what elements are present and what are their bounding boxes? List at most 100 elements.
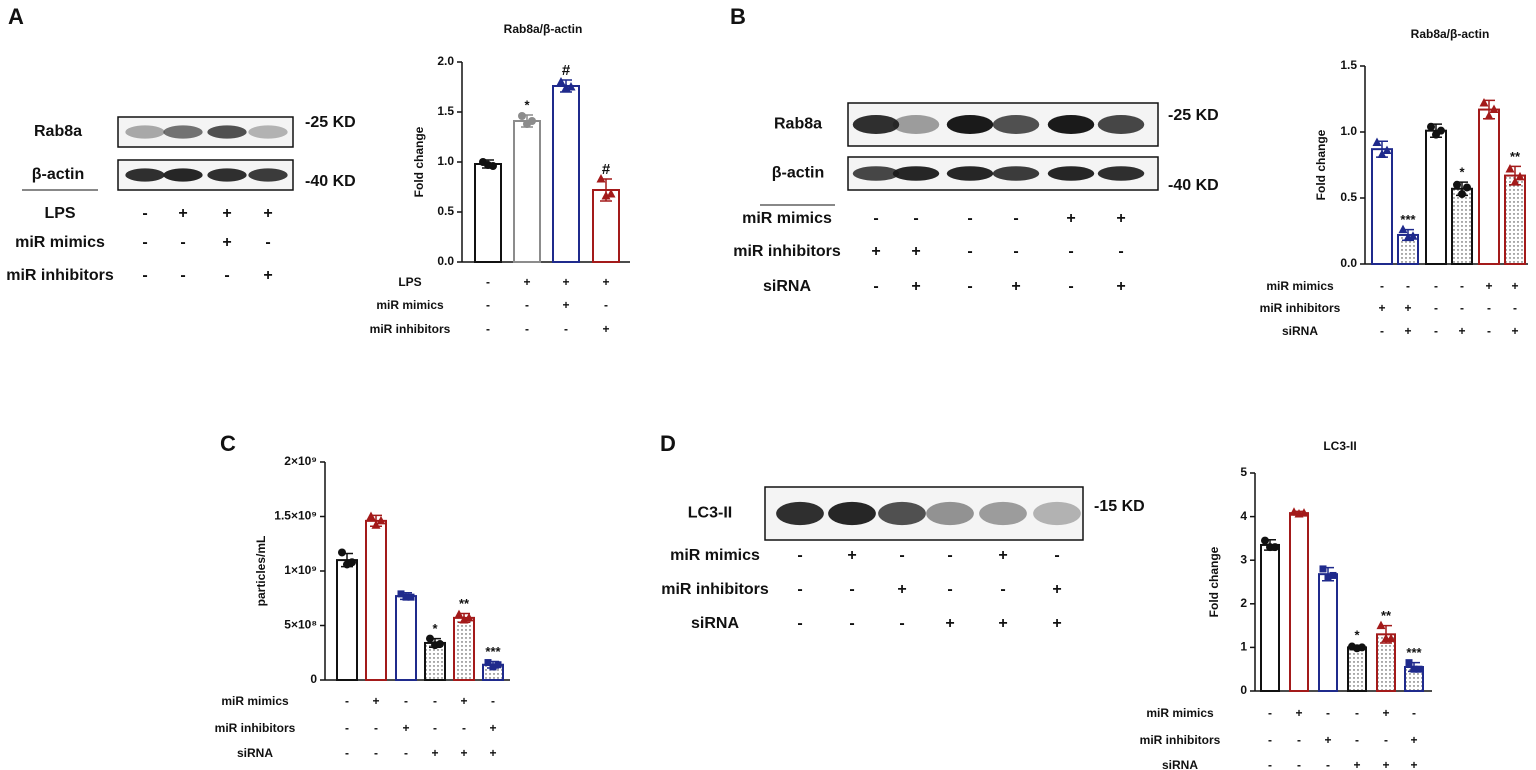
data-point bbox=[1377, 149, 1387, 158]
blot-size-label: -40 KD bbox=[1168, 177, 1219, 194]
y-tick-label: 3 bbox=[1240, 552, 1247, 566]
condition-sign: + bbox=[1404, 301, 1411, 315]
data-point bbox=[1427, 122, 1435, 131]
blot-band bbox=[852, 115, 900, 134]
condition-sign: + bbox=[1052, 615, 1061, 632]
bar bbox=[395, 595, 417, 682]
condition-sign: - bbox=[1355, 706, 1359, 720]
blot-band bbox=[992, 166, 1040, 181]
blot-row-label: β-actin bbox=[32, 166, 84, 183]
condition-sign: - bbox=[873, 278, 878, 295]
condition-sign: - bbox=[180, 234, 185, 251]
condition-sign: - bbox=[1406, 279, 1410, 293]
condition-sign: + bbox=[1295, 706, 1302, 720]
bar bbox=[1504, 174, 1526, 265]
blot-band bbox=[878, 501, 926, 526]
condition-label: miR mimics bbox=[1266, 279, 1334, 293]
condition-sign: + bbox=[489, 746, 496, 760]
blot-row-label: Rab8a bbox=[34, 123, 82, 140]
condition-sign: + bbox=[945, 615, 954, 632]
y-tick-label: 5 bbox=[1240, 465, 1247, 479]
condition-sign: - bbox=[1384, 733, 1388, 747]
blot-band bbox=[992, 115, 1040, 134]
significance-mark: * bbox=[1459, 165, 1465, 180]
data-point bbox=[1376, 620, 1386, 630]
bar bbox=[552, 85, 580, 263]
data-point bbox=[376, 515, 386, 525]
condition-sign: - bbox=[1487, 301, 1491, 315]
condition-sign: - bbox=[1268, 758, 1272, 770]
condition-sign: - bbox=[797, 615, 802, 632]
condition-sign: + bbox=[222, 234, 231, 251]
condition-sign: + bbox=[1116, 210, 1125, 227]
condition-sign: + bbox=[372, 694, 379, 708]
bar bbox=[1318, 573, 1338, 692]
data-point bbox=[371, 520, 381, 529]
significance-mark: ** bbox=[459, 596, 470, 611]
condition-label: miR mimics bbox=[376, 298, 444, 312]
condition-sign: + bbox=[871, 243, 880, 260]
condition-sign: - bbox=[1013, 243, 1018, 260]
condition-sign: - bbox=[849, 615, 854, 632]
blot-size-label: -25 KD bbox=[305, 114, 356, 131]
condition-sign: - bbox=[180, 267, 185, 284]
condition-sign: - bbox=[967, 278, 972, 295]
condition-sign: + bbox=[1404, 324, 1411, 338]
y-axis-label: particles/mL bbox=[254, 536, 268, 607]
condition-label: miR mimics bbox=[15, 234, 105, 251]
blot-band bbox=[207, 168, 247, 182]
significance-mark: # bbox=[562, 62, 571, 79]
blot-band bbox=[248, 125, 288, 139]
condition-sign: - bbox=[1434, 324, 1438, 338]
y-tick-label: 1.0 bbox=[437, 154, 454, 168]
condition-label: siRNA bbox=[1162, 758, 1198, 770]
data-point bbox=[489, 663, 497, 671]
condition-sign: + bbox=[1410, 733, 1417, 747]
data-point bbox=[348, 558, 356, 567]
condition-sign: - bbox=[947, 547, 952, 564]
condition-sign: + bbox=[178, 205, 187, 222]
bar bbox=[1478, 108, 1500, 265]
y-tick-label: 4 bbox=[1240, 509, 1247, 523]
condition-sign: - bbox=[433, 721, 437, 735]
bar bbox=[453, 616, 475, 681]
condition-sign: + bbox=[911, 278, 920, 295]
condition-sign: - bbox=[1326, 758, 1330, 770]
condition-label: siRNA bbox=[763, 278, 811, 295]
condition-label: miR inhibitors bbox=[370, 322, 451, 336]
condition-sign: - bbox=[967, 243, 972, 260]
blot-band bbox=[1047, 166, 1095, 181]
data-point bbox=[596, 174, 606, 183]
condition-label: miR mimics bbox=[1146, 706, 1214, 720]
condition-sign: - bbox=[374, 721, 378, 735]
blot-row-label: Rab8a bbox=[774, 116, 822, 133]
condition-sign: + bbox=[1066, 210, 1075, 227]
condition-sign: + bbox=[263, 205, 272, 222]
panel-letter: A bbox=[8, 4, 24, 29]
blot-band bbox=[1097, 166, 1145, 181]
condition-sign: + bbox=[998, 615, 1007, 632]
condition-sign: - bbox=[849, 581, 854, 598]
condition-sign: - bbox=[404, 694, 408, 708]
data-point bbox=[1515, 171, 1525, 181]
condition-sign: + bbox=[489, 721, 496, 735]
bar bbox=[1347, 646, 1367, 693]
condition-label: LPS bbox=[398, 275, 421, 289]
condition-sign: - bbox=[1380, 279, 1384, 293]
condition-sign: - bbox=[1268, 733, 1272, 747]
blot-band bbox=[979, 501, 1027, 526]
condition-sign: - bbox=[1013, 210, 1018, 227]
condition-sign: + bbox=[602, 322, 609, 336]
blot-row-label: LC3-II bbox=[688, 505, 732, 522]
data-point bbox=[1437, 126, 1445, 135]
chart-title: Rab8a/β-actin bbox=[504, 22, 583, 36]
significance-mark: * bbox=[524, 97, 530, 112]
data-point bbox=[338, 548, 346, 557]
significance-mark: # bbox=[602, 161, 611, 178]
condition-sign: - bbox=[797, 581, 802, 598]
condition-sign: - bbox=[1068, 243, 1073, 260]
data-point bbox=[1484, 111, 1494, 120]
bar bbox=[365, 519, 387, 681]
condition-sign: - bbox=[525, 298, 529, 312]
blot-row-label: β-actin bbox=[772, 165, 824, 182]
